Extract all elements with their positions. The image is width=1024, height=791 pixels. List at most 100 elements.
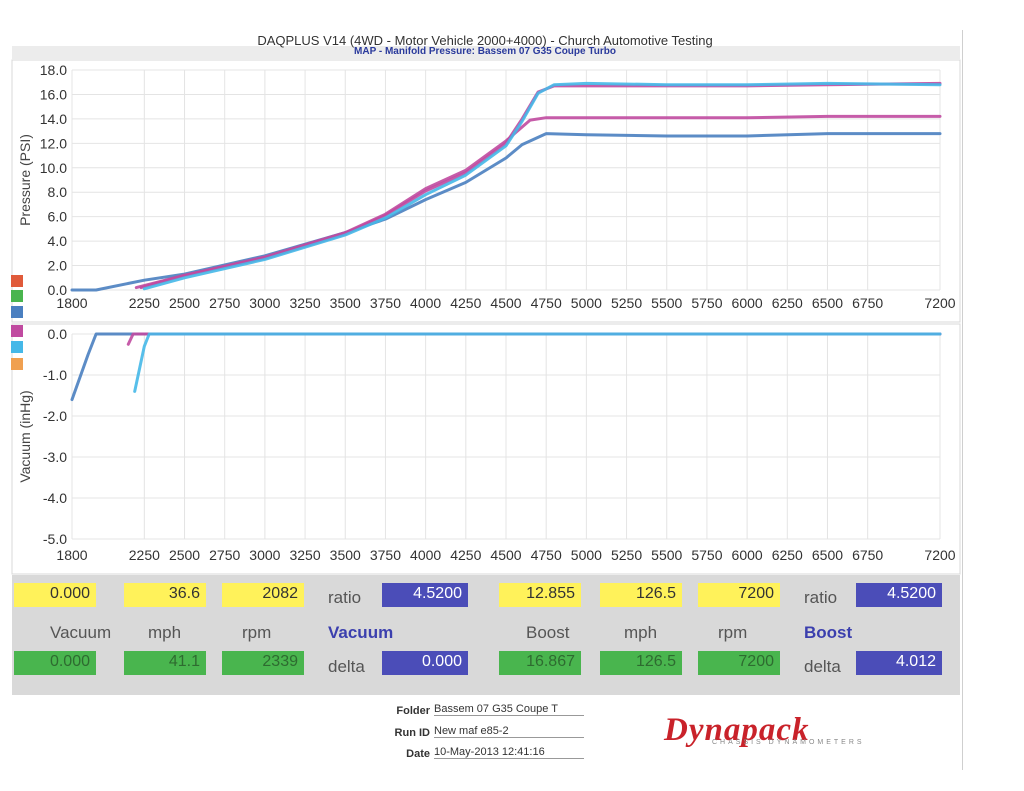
boost-bottom-mph: 126.5 [600, 651, 682, 675]
chart-1-x-tick: 4500 [490, 547, 521, 563]
chart-1-x-tick: 3750 [370, 547, 401, 563]
boost-label: Boost [526, 623, 570, 642]
vacuum-rpm-label: rpm [242, 623, 272, 642]
chart-1-x-tick: 2250 [129, 547, 160, 563]
legend-swatch-1 [11, 290, 23, 302]
chart-0-x-tick: 5750 [691, 295, 722, 311]
chart-0-y-tick: 12.0 [40, 135, 67, 151]
vacuum-delta-label: delta [328, 657, 365, 676]
chart-1-x-tick: 3500 [330, 547, 361, 563]
chart-1-y-label: Vacuum (inHg) [17, 390, 33, 482]
chart-0-y-tick: 6.0 [48, 209, 68, 225]
folder-value: Bassem 07 G35 Coupe T [434, 703, 584, 716]
boost-rpm-box: 7200 [698, 583, 780, 607]
chart-1-y-tick: -2.0 [43, 408, 67, 424]
runid-label: Run ID [394, 727, 430, 739]
chart-0-x-tick: 2750 [209, 295, 240, 311]
boost-rpm-label: rpm [718, 623, 748, 642]
boost-ratio-label: ratio [804, 588, 838, 607]
charts-svg: 1800 2250 2500 2750 3000 3250 3500 3750 4000 4250… [11, 59, 961, 575]
chart-0-x-tick: 6500 [812, 295, 843, 311]
chart-0-x-tick: 3000 [249, 295, 280, 311]
chart-0-x-tick: 5000 [571, 295, 602, 311]
boost-mph-box: 126.5 [600, 583, 682, 607]
chart-1-x-tick: 6000 [732, 547, 763, 563]
chart-0-y-tick: 0.0 [48, 282, 68, 298]
chart-1-x-tick: 5500 [651, 547, 682, 563]
date-label: Date [406, 748, 430, 760]
vacuum-label: Vacuum [50, 623, 112, 642]
chart-0-series-0-line [70, 132, 942, 292]
chart-0-x-tick: 5250 [611, 295, 642, 311]
chart-1-y-tick: -5.0 [43, 531, 67, 547]
vacuum-mph-label: mph [148, 623, 182, 642]
legend-swatch-2 [11, 306, 23, 318]
chart-0-x-tick: 6000 [732, 295, 763, 311]
vacuum-rpm-box: 2082 [222, 583, 304, 607]
chart-1-x-tick: 2750 [209, 547, 240, 563]
chart-1-y-tick: 0.0 [48, 326, 68, 342]
chart-0-x-tick: 2250 [129, 295, 160, 311]
chart-title: DAQPLUS V14 (4WD - Motor Vehicle 2000+40… [257, 33, 713, 48]
chart-0-y-tick: 14.0 [40, 111, 67, 127]
vacuum-delta-box: 0.000 [382, 651, 468, 675]
boost-delta-box: 4.012 [856, 651, 942, 675]
vacuum-value-box: 0.000 [14, 583, 96, 607]
date-value: 10-May-2013 12:41:16 [434, 746, 584, 759]
chart-0-x-tick: 5500 [651, 295, 682, 311]
chart-subtitle: MAP - Manifold Pressure: Bassem 07 G35 C… [354, 46, 616, 57]
chart-0-y-tick: 10.0 [40, 160, 67, 176]
run-info-footer: Folder Bassem 07 G35 Coupe T Run ID New … [12, 697, 960, 767]
chart-0-x-tick: 4250 [450, 295, 481, 311]
chart-0-x-tick: 1800 [56, 295, 87, 311]
boost-mph-label: mph [624, 623, 658, 642]
legend-swatch-0 [11, 275, 23, 287]
chart-0-x-tick: 4750 [531, 295, 562, 311]
readout-panel: 0.000 36.6 2082 ratio 4.5200 Vacuum mph … [12, 575, 960, 695]
vacuum-group-name: Vacuum [328, 623, 394, 642]
vacuum-ratio-box: 4.5200 [382, 583, 468, 607]
chart-1-x-tick: 5000 [571, 547, 602, 563]
legend-swatch-3 [11, 325, 23, 337]
chart-0-y-tick: 4.0 [48, 233, 68, 249]
chart-1-x-tick: 2500 [169, 547, 200, 563]
chart-0-x-tick: 6250 [772, 295, 803, 311]
runid-value: New maf e85-2 [434, 725, 584, 738]
vacuum-bottom-value: 0.000 [14, 651, 96, 675]
chart-0-x-tick: 4000 [410, 295, 441, 311]
chart-1-y-tick: -4.0 [43, 490, 67, 506]
subtitle-bar [12, 46, 960, 59]
chart-1-x-tick: 7200 [924, 547, 955, 563]
boost-bottom-value: 16.867 [499, 651, 581, 675]
dynapack-logo: Dynapack [664, 712, 810, 748]
chart-0-x-tick: 3500 [330, 295, 361, 311]
boost-value-box: 12.855 [499, 583, 581, 607]
chart-1-series-2-line [133, 332, 942, 393]
chart-1-x-tick: 5250 [611, 547, 642, 563]
chart-0-x-tick: 3250 [289, 295, 320, 311]
chart-0-y-tick: 16.0 [40, 86, 67, 102]
chart-0-x-tick: 3750 [370, 295, 401, 311]
chart-1-x-tick: 6500 [812, 547, 843, 563]
chart-1-x-tick: 4000 [410, 547, 441, 563]
legend-swatch-4 [11, 341, 23, 353]
chart-0-y-tick: 2.0 [48, 258, 68, 274]
boost-ratio-box: 4.5200 [856, 583, 942, 607]
dynapack-logo-subtitle: CHASSIS DYNAMOMETERS [712, 739, 865, 746]
boost-group-name: Boost [804, 623, 853, 642]
chart-1-x-tick: 3250 [289, 547, 320, 563]
chart-1-frame [11, 323, 961, 575]
chart-0-x-tick: 6750 [852, 295, 883, 311]
chart-1-x-tick: 6750 [852, 547, 883, 563]
chart-0-x-tick: 7200 [924, 295, 955, 311]
boost-bottom-rpm: 7200 [698, 651, 780, 675]
chart-1-x-tick: 6250 [772, 547, 803, 563]
chart-1-x-tick: 1800 [56, 547, 87, 563]
chart-1-y-tick: -3.0 [43, 449, 67, 465]
chart-0-x-tick: 4500 [490, 295, 521, 311]
chart-1-x-tick: 3000 [249, 547, 280, 563]
chart-0-y-label: Pressure (PSI) [17, 134, 33, 226]
legend-swatch-5 [11, 358, 23, 370]
chart-1-x-tick: 4750 [531, 547, 562, 563]
chart-1-x-tick: 4250 [450, 547, 481, 563]
